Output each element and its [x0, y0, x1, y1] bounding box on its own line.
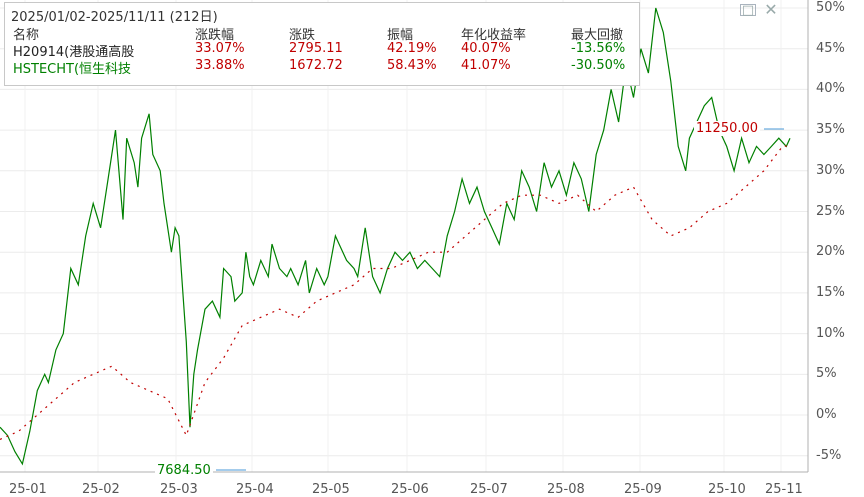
header-max-drawdown: 最大回撤 — [571, 28, 624, 43]
series-line-h20914[interactable] — [0, 145, 791, 440]
row-name: HSTECHT(恒生科技 — [13, 62, 132, 77]
y-tick-label: 45% — [816, 40, 845, 56]
row-name: H20914(港股通高股 — [13, 45, 135, 60]
legend-row-h20914[interactable]: H20914(港股通高股 33.07% 2795.11 42.19% 40.07… — [5, 41, 641, 60]
y-tick-label: -5% — [816, 447, 842, 463]
y-tick-label: 35% — [816, 122, 845, 138]
x-tick-label: 25-03 — [160, 482, 198, 497]
x-tick-label: 25-05 — [312, 482, 350, 497]
series-lines — [0, 7, 791, 471]
header-pct-change: 涨跌幅 — [195, 28, 235, 43]
y-tick-label: 30% — [816, 162, 845, 178]
row-change: 1672.72 — [289, 58, 343, 73]
x-tick-label: 25-08 — [547, 482, 585, 497]
y-tick-label: 15% — [816, 284, 845, 300]
x-tick-label: 25-01 — [9, 482, 47, 497]
row-max-drawdown: -30.50% — [571, 58, 626, 73]
row-amplitude: 42.19% — [387, 41, 437, 56]
y-tick-label: 40% — [816, 81, 845, 97]
row-annual-return: 40.07% — [461, 41, 511, 56]
header-name: 名称 — [13, 28, 40, 43]
header-annual-return: 年化收益率 — [461, 28, 527, 43]
row-max-drawdown: -13.56% — [571, 41, 626, 56]
row-change: 2795.11 — [289, 41, 343, 56]
x-tick-label: 25-06 — [391, 482, 429, 497]
y-tick-label: 5% — [816, 366, 837, 382]
grid-lines — [0, 0, 808, 472]
header-change: 涨跌 — [289, 28, 316, 43]
legend-row-hstecht[interactable]: HSTECHT(恒生科技 33.88% 1672.72 58.43% 41.07… — [5, 58, 641, 77]
y-tick-label: 0% — [816, 407, 837, 423]
x-tick-label: 25-07 — [470, 482, 508, 497]
low-price-tag: 7684.50 — [155, 463, 213, 478]
maximize-icon[interactable]: □ — [740, 3, 756, 18]
row-amplitude: 58.43% — [387, 58, 437, 73]
y-tick-label: 10% — [816, 325, 845, 341]
row-pct-change: 33.88% — [195, 58, 245, 73]
x-tick-label: 25-11 — [765, 482, 803, 497]
row-pct-change: 33.07% — [195, 41, 245, 56]
series-line-hstecht[interactable] — [0, 7, 791, 466]
row-annual-return: 41.07% — [461, 58, 511, 73]
x-tick-label: 25-04 — [236, 482, 274, 497]
legend-panel: 2025/01/02-2025/11/11 (212日) 名称 涨跌幅 涨跌 振… — [4, 2, 640, 86]
legend-date-range: 2025/01/02-2025/11/11 (212日) — [11, 10, 218, 25]
y-tick-label: 25% — [816, 203, 845, 219]
header-amplitude: 振幅 — [387, 28, 414, 43]
x-tick-label: 25-10 — [708, 482, 746, 497]
x-tick-label: 25-09 — [624, 482, 662, 497]
y-tick-label: 50% — [816, 0, 845, 15]
x-tick-label: 25-02 — [82, 482, 120, 497]
close-icon[interactable]: ✕ — [764, 0, 778, 19]
high-price-tag: 11250.00 — [694, 121, 761, 136]
legend-header-row: 名称 涨跌幅 涨跌 振幅 年化收益率 最大回撤 — [5, 24, 641, 43]
y-tick-label: 20% — [816, 244, 845, 260]
